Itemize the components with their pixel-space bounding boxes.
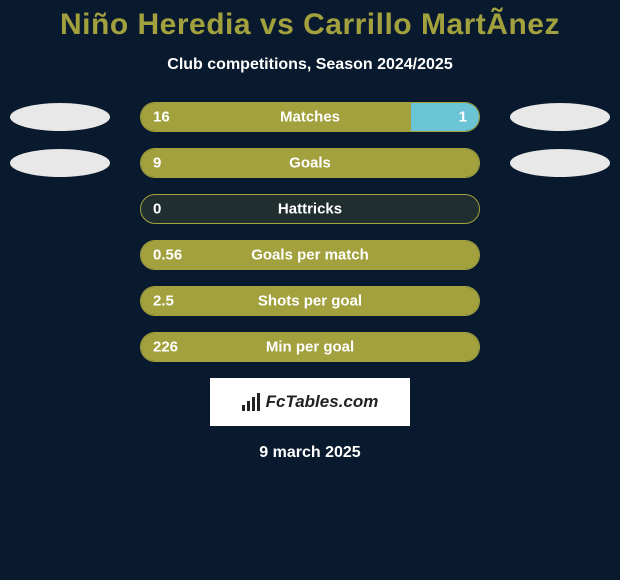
stat-bar: 9 Goals	[140, 148, 480, 178]
stat-bar: 226 Min per goal	[140, 332, 480, 362]
date-label: 9 march 2025	[0, 444, 620, 462]
logo-box: FcTables.com	[210, 378, 410, 426]
barchart-icon	[242, 393, 260, 411]
stat-label: Matches	[280, 109, 340, 126]
stat-label: Min per goal	[266, 339, 354, 356]
player-avatar-left	[10, 103, 110, 131]
player-avatar-right	[510, 149, 610, 177]
stat-value-left: 0.56	[153, 247, 182, 264]
stat-value-left: 0	[153, 201, 161, 218]
stat-value-left: 2.5	[153, 293, 174, 310]
stat-row: 0 Hattricks	[0, 194, 620, 224]
stat-label: Goals	[289, 155, 331, 172]
stat-value-right: 1	[459, 109, 467, 126]
stat-label: Goals per match	[251, 247, 369, 264]
comparison-card: Niño Heredia vs Carrillo MartÃ­nez Club …	[0, 0, 620, 462]
stat-row: 9 Goals	[0, 148, 620, 178]
stat-value-left: 16	[153, 109, 170, 126]
stat-row: 0.56 Goals per match	[0, 240, 620, 270]
stat-value-left: 9	[153, 155, 161, 172]
stat-label: Shots per goal	[258, 293, 362, 310]
stat-bar: 0.56 Goals per match	[140, 240, 480, 270]
player-avatar-left	[10, 149, 110, 177]
player-avatar-right	[510, 103, 610, 131]
stat-bar: 0 Hattricks	[140, 194, 480, 224]
stat-value-left: 226	[153, 339, 178, 356]
page-title: Niño Heredia vs Carrillo MartÃ­nez	[0, 8, 620, 42]
stat-rows: 16 1 Matches 9 Goals 0 Hattricks 0.56 Goals per …	[0, 102, 620, 362]
stat-bar: 16 1 Matches	[140, 102, 480, 132]
bar-fill-left	[141, 103, 411, 131]
bar-fill-right	[411, 103, 479, 131]
stat-row: 226 Min per goal	[0, 332, 620, 362]
stat-bar: 2.5 Shots per goal	[140, 286, 480, 316]
stat-row: 16 1 Matches	[0, 102, 620, 132]
subtitle: Club competitions, Season 2024/2025	[0, 56, 620, 74]
logo-text: FcTables.com	[266, 392, 379, 412]
stat-label: Hattricks	[278, 201, 342, 218]
stat-row: 2.5 Shots per goal	[0, 286, 620, 316]
